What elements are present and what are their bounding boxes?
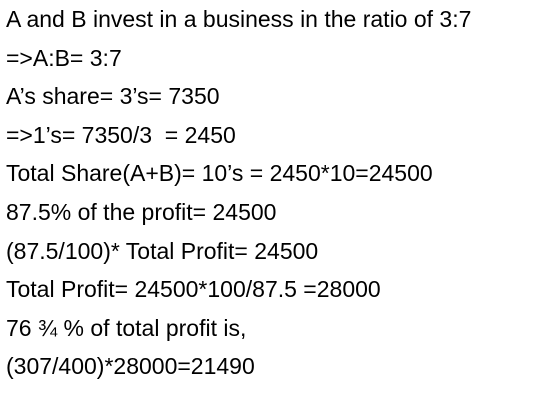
profit-equation-line: (87.5/100)* Total Profit= 24500 <box>6 237 319 264</box>
profit-percent-line: 87.5% of the profit= 24500 <box>6 198 277 225</box>
problem-statement-line: A and B invest in a business in the rati… <box>6 6 472 32</box>
ratio-line: =>A:B= 3:7 <box>6 44 122 71</box>
solution-text-block: A and B invest in a business in the rati… <box>6 0 536 386</box>
total-share-line: Total Share(A+B)= 10’s = 2450*10=24500 <box>6 160 433 187</box>
final-answer-line: (307/400)*28000=21490 <box>6 353 255 380</box>
fraction-of-profit-line: 76 ¾ % of total profit is, <box>6 314 247 341</box>
a-share-line: A’s share= 3’s= 7350 <box>6 83 220 110</box>
total-profit-line: Total Profit= 24500*100/87.5 =28000 <box>6 276 381 303</box>
unit-share-line: =>1’s= 7350/3 = 2450 <box>6 121 236 148</box>
